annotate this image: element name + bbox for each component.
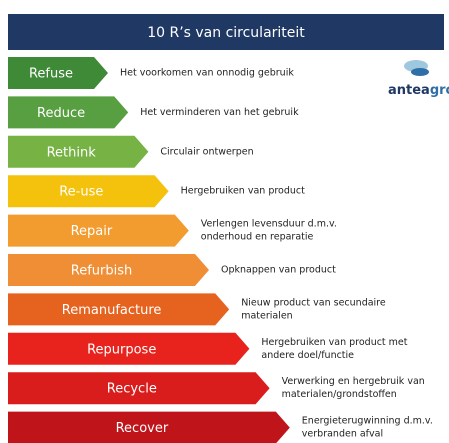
logo-suffix: group bbox=[430, 83, 449, 98]
description: materialen/grondstoffen bbox=[282, 389, 397, 400]
description: onderhoud en reparatie bbox=[201, 232, 314, 243]
arrow-label: Rethink bbox=[47, 145, 97, 160]
logo-icon bbox=[411, 68, 429, 76]
description: verbranden afval bbox=[302, 429, 383, 440]
arrow-label: Recycle bbox=[107, 382, 157, 397]
description: Verlengen levensduur d.m.v. bbox=[201, 219, 337, 230]
arrow-label: Refurbish bbox=[71, 264, 132, 279]
description: Energieterugwinning d.m.v. bbox=[302, 416, 433, 427]
description: Verwerking en hergebruik van bbox=[282, 376, 425, 387]
arrow-label: Refuse bbox=[29, 67, 73, 82]
description: Het verminderen van het gebruik bbox=[140, 107, 299, 118]
row: Rethink Circulair ontwerpen bbox=[8, 135, 254, 168]
logo-text: anteagroup bbox=[388, 83, 449, 98]
row: Recycle Verwerking en hergebruik van mater… bbox=[8, 372, 425, 405]
logo-brand: antea bbox=[388, 83, 430, 98]
description: Opknappen van product bbox=[221, 265, 336, 276]
row: Refuse Het voorkomen van onnodig gebruik bbox=[8, 57, 294, 89]
row: Recover Energieterugwinning d.m.v. verbran… bbox=[8, 411, 433, 443]
arrow-label: Reduce bbox=[37, 106, 85, 121]
arrow-label: Repurpose bbox=[87, 342, 156, 357]
arrow bbox=[8, 96, 129, 129]
description: Circulair ontwerpen bbox=[160, 146, 253, 157]
row: Re-use Hergebruiken van product bbox=[8, 175, 306, 208]
arrow bbox=[8, 372, 270, 405]
arrow bbox=[8, 293, 230, 326]
row: Remanufacture Nieuw product van secundair… bbox=[8, 293, 386, 326]
description: Nieuw product van secundaire bbox=[241, 297, 386, 308]
arrow bbox=[8, 214, 189, 247]
arrow bbox=[8, 175, 169, 208]
arrow bbox=[8, 57, 108, 89]
header-title: 10 R’s van circulariteit bbox=[147, 25, 305, 41]
row: Repurpose Hergebruiken van product met and… bbox=[8, 332, 408, 365]
rows: Refuse Het voorkomen van onnodig gebruikR… bbox=[8, 57, 433, 443]
row: Refurbish Opknappen van product bbox=[8, 254, 336, 286]
description: Het voorkomen van onnodig gebruik bbox=[120, 68, 294, 79]
arrow-label: Re-use bbox=[59, 185, 103, 200]
arrow bbox=[8, 254, 209, 286]
row: Reduce Het verminderen van het gebruik bbox=[8, 96, 299, 129]
row: Repair Verlengen levensduur d.m.v. onderho… bbox=[8, 214, 337, 247]
header-bar bbox=[8, 14, 444, 50]
arrow bbox=[8, 135, 149, 168]
arrow bbox=[8, 332, 250, 365]
arrow-label: Remanufacture bbox=[62, 303, 162, 318]
arrow-label: Repair bbox=[71, 224, 113, 239]
description: Hergebruiken van product met bbox=[261, 337, 407, 348]
description: andere doel/functie bbox=[261, 350, 354, 361]
description: Hergebruiken van product bbox=[181, 186, 306, 197]
description: materialen bbox=[241, 310, 293, 321]
logo: anteagroup bbox=[388, 60, 449, 98]
arrow-label: Recover bbox=[116, 421, 169, 436]
arrow bbox=[8, 411, 290, 443]
